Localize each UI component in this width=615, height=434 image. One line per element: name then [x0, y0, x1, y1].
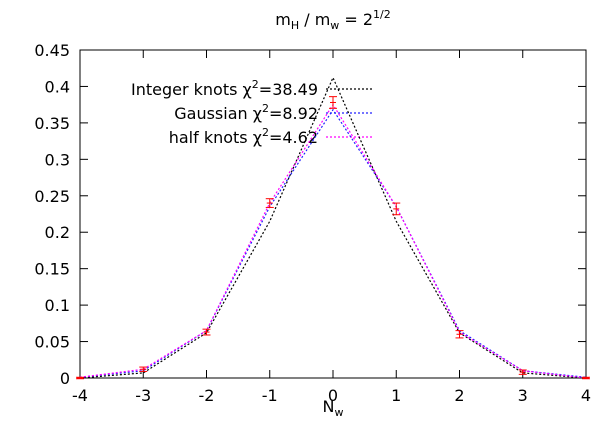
x-tick-label: 3: [518, 386, 528, 405]
x-axis-label: Nw: [323, 397, 344, 419]
y-tick-label: 0.15: [34, 260, 70, 279]
legend-part: Integer knots χ: [131, 80, 252, 99]
title-sub: H: [291, 19, 299, 32]
y-tick-label: 0.45: [34, 41, 70, 60]
y-tick-label: 0.2: [45, 223, 70, 242]
legend-label: half knots χ2=4.62: [169, 126, 318, 147]
x-label-sub: w: [334, 406, 343, 419]
legend-part: =8.92: [269, 104, 318, 123]
series-line: [79, 103, 587, 379]
title-sub: w: [330, 19, 339, 32]
x-tick-label: 2: [454, 386, 464, 405]
legend-sup: 2: [262, 102, 269, 115]
title-part: m: [275, 10, 291, 29]
title-part: / m: [299, 10, 330, 29]
x-tick-label: -4: [72, 386, 88, 405]
x-tick-label: -1: [262, 386, 278, 405]
legend-part: half knots χ: [169, 128, 262, 147]
legend-label: Integer knots χ2=38.49: [131, 78, 318, 99]
legend-part: =38.49: [259, 80, 318, 99]
y-tick-label: 0.25: [34, 187, 70, 206]
legend-part: =4.62: [269, 128, 318, 147]
title-part: = 2: [339, 10, 373, 29]
y-tick-label: 0: [60, 369, 70, 388]
chart-title: mH / mw = 21/2: [275, 8, 391, 32]
series-line: [79, 76, 587, 379]
x-tick-label: 0: [328, 386, 338, 405]
legend-label: Gaussian χ2=8.92: [174, 102, 318, 123]
y-tick-label: 0.35: [34, 114, 70, 133]
legend-sup: 2: [252, 78, 259, 91]
y-tick-label: 0.4: [45, 77, 70, 96]
x-tick-label: -2: [199, 386, 215, 405]
y-tick-label: 0.1: [45, 296, 70, 315]
x-tick-label: -3: [135, 386, 151, 405]
legend-sup: 2: [262, 126, 269, 139]
title-sup: 1/2: [373, 8, 391, 21]
y-tick-label: 0.3: [45, 150, 70, 169]
series-line: [79, 108, 587, 378]
legend-part: Gaussian χ: [174, 104, 262, 123]
y-tick-label: 0.05: [34, 333, 70, 352]
x-label-part: N: [323, 397, 335, 416]
x-tick-label: 1: [391, 386, 401, 405]
x-tick-label: 4: [581, 386, 591, 405]
